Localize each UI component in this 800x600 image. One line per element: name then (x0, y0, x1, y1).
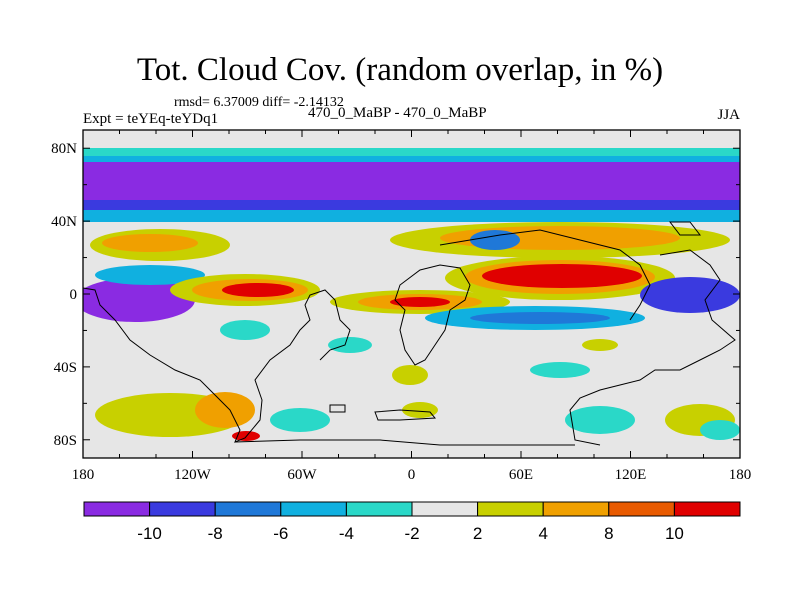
x-tick-label: 180 (72, 467, 95, 483)
x-tick-label: 120W (174, 467, 212, 483)
experiment-label: Expt = teYEq-teYDq1 (83, 111, 219, 127)
x-tick-label: 0 (408, 467, 416, 483)
axis-labels: 180 120W 60W 0 60E 120E 180 80N 40N 0 40S 80S (51, 141, 751, 483)
stats-line: rmsd= 6.37009 diff= -2.14132 (174, 95, 344, 110)
south-trop-darkblue-anom (470, 312, 610, 324)
colorbar-swatch (345, 501, 413, 517)
season-label: JJA (717, 107, 740, 123)
epac-red-anom (222, 283, 294, 297)
colorbar-label: -2 (404, 524, 419, 543)
colorbar-swatch (83, 501, 151, 517)
east-purple-anom (640, 277, 740, 313)
sh-pacific-orange-anom (195, 392, 255, 428)
colorbar-label: -4 (339, 524, 354, 543)
sh-cyan-anom-5 (565, 406, 635, 434)
colorbar-swatch (149, 501, 216, 517)
y-tick-label: 0 (70, 287, 78, 303)
north-darkblue-band (83, 200, 740, 212)
x-tick-label: 60E (509, 467, 533, 483)
sh-yellow-anom-3 (402, 402, 438, 418)
y-tick-label: 80N (51, 141, 77, 157)
africa-coast (394, 264, 471, 366)
sh-cyan-anom-1 (220, 320, 270, 340)
asia-coast (439, 229, 651, 321)
contour-field (83, 130, 740, 458)
colorbar-swatch (477, 501, 544, 517)
x-tick-label: 60W (287, 467, 317, 483)
colorbar-label: 8 (604, 524, 613, 543)
west-purple-anom (83, 278, 195, 322)
sh-cyan-anom-4 (270, 408, 330, 432)
colorbar-label: -6 (273, 524, 288, 543)
axis-ticks (82, 130, 741, 458)
antarctic-peninsula (329, 404, 346, 413)
colorbar-swatch (542, 501, 610, 517)
colorbar-swatch (214, 501, 282, 517)
colorbar-swatch (673, 501, 741, 517)
sh-cyan-anom-3 (530, 362, 590, 378)
y-tick-label: 40N (51, 214, 77, 230)
sh-yellow-anom-2 (582, 339, 618, 351)
north-lightblue-band (83, 210, 740, 222)
asia-blue-anom (470, 230, 520, 250)
australia-coast (668, 221, 702, 236)
y-tick-label: 80S (54, 433, 77, 449)
sh-yellow-anom-1 (392, 365, 428, 385)
x-tick-label: 180 (729, 467, 752, 483)
chart-title: Tot. Cloud Cov. (random overlap, in %) (136, 52, 664, 88)
colorbar-swatch (411, 501, 479, 517)
sh-cyan-anom-2 (328, 337, 372, 353)
io-red-anom (390, 297, 450, 307)
x-tick-label: 120E (615, 467, 647, 483)
atlantic-orange-anom (102, 234, 198, 252)
weddell-coast (374, 409, 437, 421)
colorbar-swatch (608, 501, 675, 517)
west-blue-anom (95, 265, 205, 285)
americas-coast (83, 287, 351, 443)
colorbar-label: 10 (665, 524, 684, 543)
run-label: 470_0_MaBP - 470_0_MaBP (308, 105, 487, 121)
indonesia-coast (569, 249, 736, 446)
sh-cyan-anom-6 (700, 420, 740, 440)
colorbar-swatch (280, 501, 347, 517)
monsoon-red-anom (482, 264, 642, 288)
continent-outlines (83, 221, 736, 446)
colorbar: -10 -8 -6 -4 -2 2 4 8 10 (83, 501, 741, 543)
y-tick-label: 40S (54, 360, 77, 376)
colorbar-label: 4 (538, 524, 547, 543)
antarctica-coast (234, 439, 575, 446)
colorbar-label: -10 (137, 524, 162, 543)
colorbar-label: -8 (208, 524, 223, 543)
colorbar-label: 2 (473, 524, 482, 543)
